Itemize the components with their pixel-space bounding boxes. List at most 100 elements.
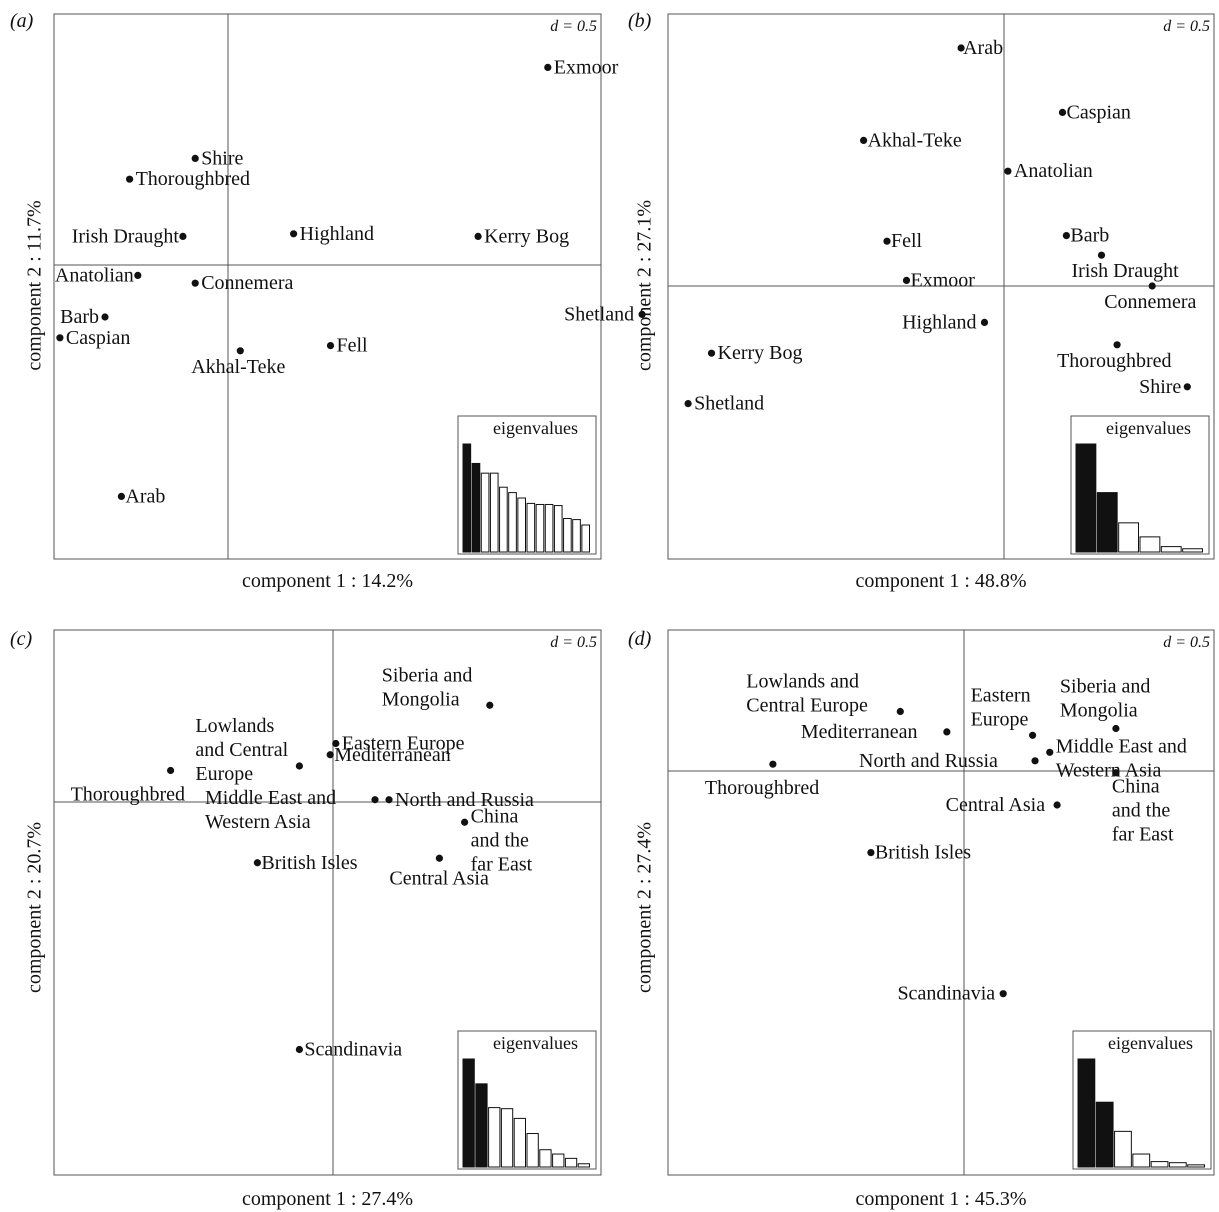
label-irish-draught: Irish Draught xyxy=(1072,260,1180,282)
eigenvalue-bar-7 xyxy=(517,497,526,553)
label-middle-east-and-western-asia: Middle East and Western Asia xyxy=(205,787,336,833)
label-arab: Arab xyxy=(963,37,1003,59)
point-siberia-and-mongolia xyxy=(1112,724,1120,733)
point-shetland xyxy=(638,310,646,318)
point-thoroughbred xyxy=(126,175,134,183)
eigenvalue-bar-3 xyxy=(480,472,490,553)
eigenvalue-bar-6 xyxy=(1168,1162,1187,1168)
eigenvalue-bar-8 xyxy=(552,1153,565,1168)
label-barb: Barb xyxy=(60,306,99,328)
label-exmoor: Exmoor xyxy=(911,269,976,291)
eigenvalue-bar-9 xyxy=(535,503,545,553)
point-connemera xyxy=(191,279,199,287)
eigenvalues-label: eigenvalues xyxy=(493,1033,578,1053)
eigenvalue-bar-4 xyxy=(489,472,499,553)
point-shetland xyxy=(684,400,692,408)
panel-c-ylabel: component 2 : 20.7% xyxy=(23,821,46,994)
eigenvalue-bar-6 xyxy=(508,492,517,553)
panel-d-plot: d = 0.5 Lowlands and Central Europe Mediter… xyxy=(667,629,1215,1176)
eigenvalue-bar-1 xyxy=(1075,443,1097,553)
distance-scale-label: d = 0.5 xyxy=(550,634,597,651)
label-akhal-teke: Akhal-Teke xyxy=(191,356,285,378)
eigenvalue-bar-2 xyxy=(471,462,481,553)
eigenvalues-label: eigenvalues xyxy=(1106,418,1191,438)
label-connemera: Connemera xyxy=(1104,291,1196,313)
distance-scale-label: d = 0.5 xyxy=(1163,18,1210,35)
label-kerry-bog: Kerry Bog xyxy=(484,225,569,247)
label-highland: Highland xyxy=(902,311,976,333)
label-connemera: Connemera xyxy=(201,272,293,294)
label-british-isles: British Isles xyxy=(261,852,357,874)
panel-b-xlabel: component 1 : 48.8% xyxy=(855,570,1027,592)
panel-c-xlabel: component 1 : 27.4% xyxy=(241,1188,414,1210)
panel-b-plot: d = 0.5 Arab Caspian Akhal-Teke Anatolian Fel… xyxy=(667,13,1215,560)
point-exmoor xyxy=(544,63,552,71)
point-mediterranean xyxy=(943,728,951,736)
eigenvalue-bar-2 xyxy=(475,1083,488,1168)
label-central-asia: Central Asia xyxy=(946,794,1046,816)
eigenvalue-bar-2 xyxy=(1096,492,1118,553)
label-fell: Fell xyxy=(337,335,369,357)
point-lowlands-and-central-europe xyxy=(896,707,904,716)
eigenvalue-bar-8 xyxy=(526,502,536,553)
plot-frame xyxy=(667,629,1215,1176)
plot-frame xyxy=(53,629,602,1176)
point-fell xyxy=(326,342,335,350)
eigenvalue-bar-5 xyxy=(1150,1161,1169,1168)
point-china-and-the-far-east xyxy=(461,818,469,826)
point-scandinavia xyxy=(999,990,1007,998)
panel-a-xlabel: component 1 : 14.2% xyxy=(241,570,414,592)
label-irish-draught: Irish Draught xyxy=(72,225,180,247)
eigenvalue-bar-4 xyxy=(1132,1153,1151,1168)
label-china-and-the-far-east: China and the far East xyxy=(1112,776,1174,846)
eigenvalue-bar-13 xyxy=(572,519,581,553)
eigenvalue-bar-2 xyxy=(1095,1101,1114,1168)
panel-b: (b) d = 0.5 Arab Caspian Akhal-Teke Anatolia… xyxy=(610,0,1219,606)
label-china-and-the-far-east: China and the far East xyxy=(471,805,533,875)
panel-a-ylabel: component 2 : 11.7% xyxy=(23,200,46,371)
panel-d: (d) d = 0.5 Lowlands and Central Europe Med… xyxy=(610,606,1219,1212)
point-anatolian xyxy=(134,271,142,279)
panel-d-ylabel: component 2 : 27.4% xyxy=(633,821,656,994)
point-mediterranean xyxy=(326,751,334,759)
point-akhal-teke xyxy=(860,136,868,144)
point-middle-east-and-western-asia xyxy=(1046,748,1054,756)
point-exmoor xyxy=(902,276,911,284)
distance-scale-label: d = 0.5 xyxy=(550,18,597,35)
panel-d-xlabel: component 1 : 45.3% xyxy=(855,1188,1027,1210)
label-highland: Highland xyxy=(300,223,374,245)
eigenvalue-bar-7 xyxy=(539,1149,552,1168)
label-caspian: Caspian xyxy=(66,327,130,349)
point-central-asia xyxy=(435,854,443,862)
eigenvalue-bar-10 xyxy=(577,1163,591,1168)
eigenvalues-label: eigenvalues xyxy=(1108,1033,1193,1053)
point-central-asia xyxy=(1053,801,1061,809)
point-caspian xyxy=(56,334,64,342)
point-kerry-bog xyxy=(474,232,482,240)
eigenvalue-bar-4 xyxy=(1139,536,1161,553)
label-north-and-russia: North and Russia xyxy=(859,750,998,772)
label-lowlands-and-central-europe: Lowlands and Central Europe xyxy=(195,715,288,785)
eigenvalue-bar-6 xyxy=(1182,548,1204,553)
label-siberia-and-mongolia: Siberia and Mongolia xyxy=(1060,676,1151,722)
point-akhal-teke xyxy=(236,347,244,355)
point-eastern-europe xyxy=(332,739,340,748)
eigenvalue-bar-1 xyxy=(1077,1058,1096,1168)
point-british-isles xyxy=(253,859,261,867)
point-fell xyxy=(883,237,891,245)
label-exmoor: Exmoor xyxy=(554,56,619,78)
label-caspian: Caspian xyxy=(1067,101,1131,123)
point-scandinavia xyxy=(295,1045,303,1054)
label-shetland: Shetland xyxy=(694,393,764,415)
label-eastern-europe: Eastern Europe xyxy=(342,733,465,755)
eigenvalue-bar-5 xyxy=(1160,546,1182,553)
label-lowlands-and-central-europe: Lowlands and Central Europe xyxy=(746,671,868,717)
label-thoroughbred: Thoroughbred xyxy=(705,777,819,799)
label-mediterranean: Mediterranean xyxy=(801,721,918,743)
point-connemera xyxy=(1148,282,1156,290)
eigenvalues-label: eigenvalues xyxy=(493,418,578,438)
panel-a: (a) d = 0.5 Exmoor Shire Thoroughbred Irish … xyxy=(0,0,646,606)
eigenvalue-bar-10 xyxy=(544,503,554,553)
eigenvalue-bar-6 xyxy=(526,1133,539,1168)
eigenvalue-bar-3 xyxy=(1114,1130,1132,1168)
